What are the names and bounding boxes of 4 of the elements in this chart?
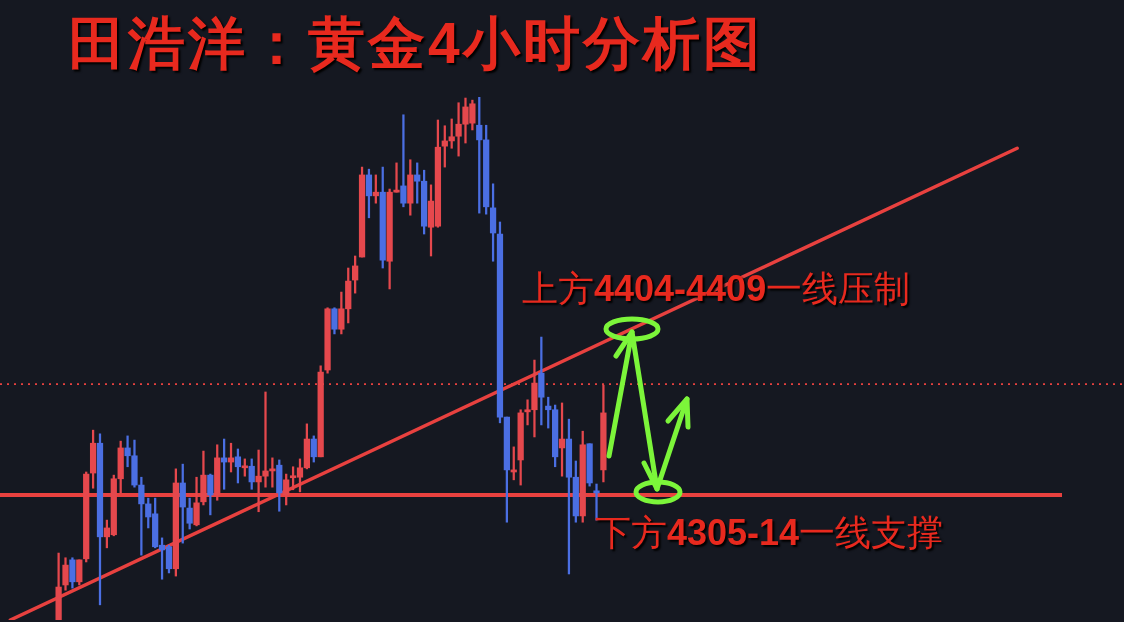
candlestick	[138, 476, 145, 556]
chart-title: 田浩洋：黄金4小时分析图	[68, 11, 763, 75]
candlestick	[400, 114, 407, 208]
annotation: 下方4305-14一线支撑	[595, 512, 944, 553]
